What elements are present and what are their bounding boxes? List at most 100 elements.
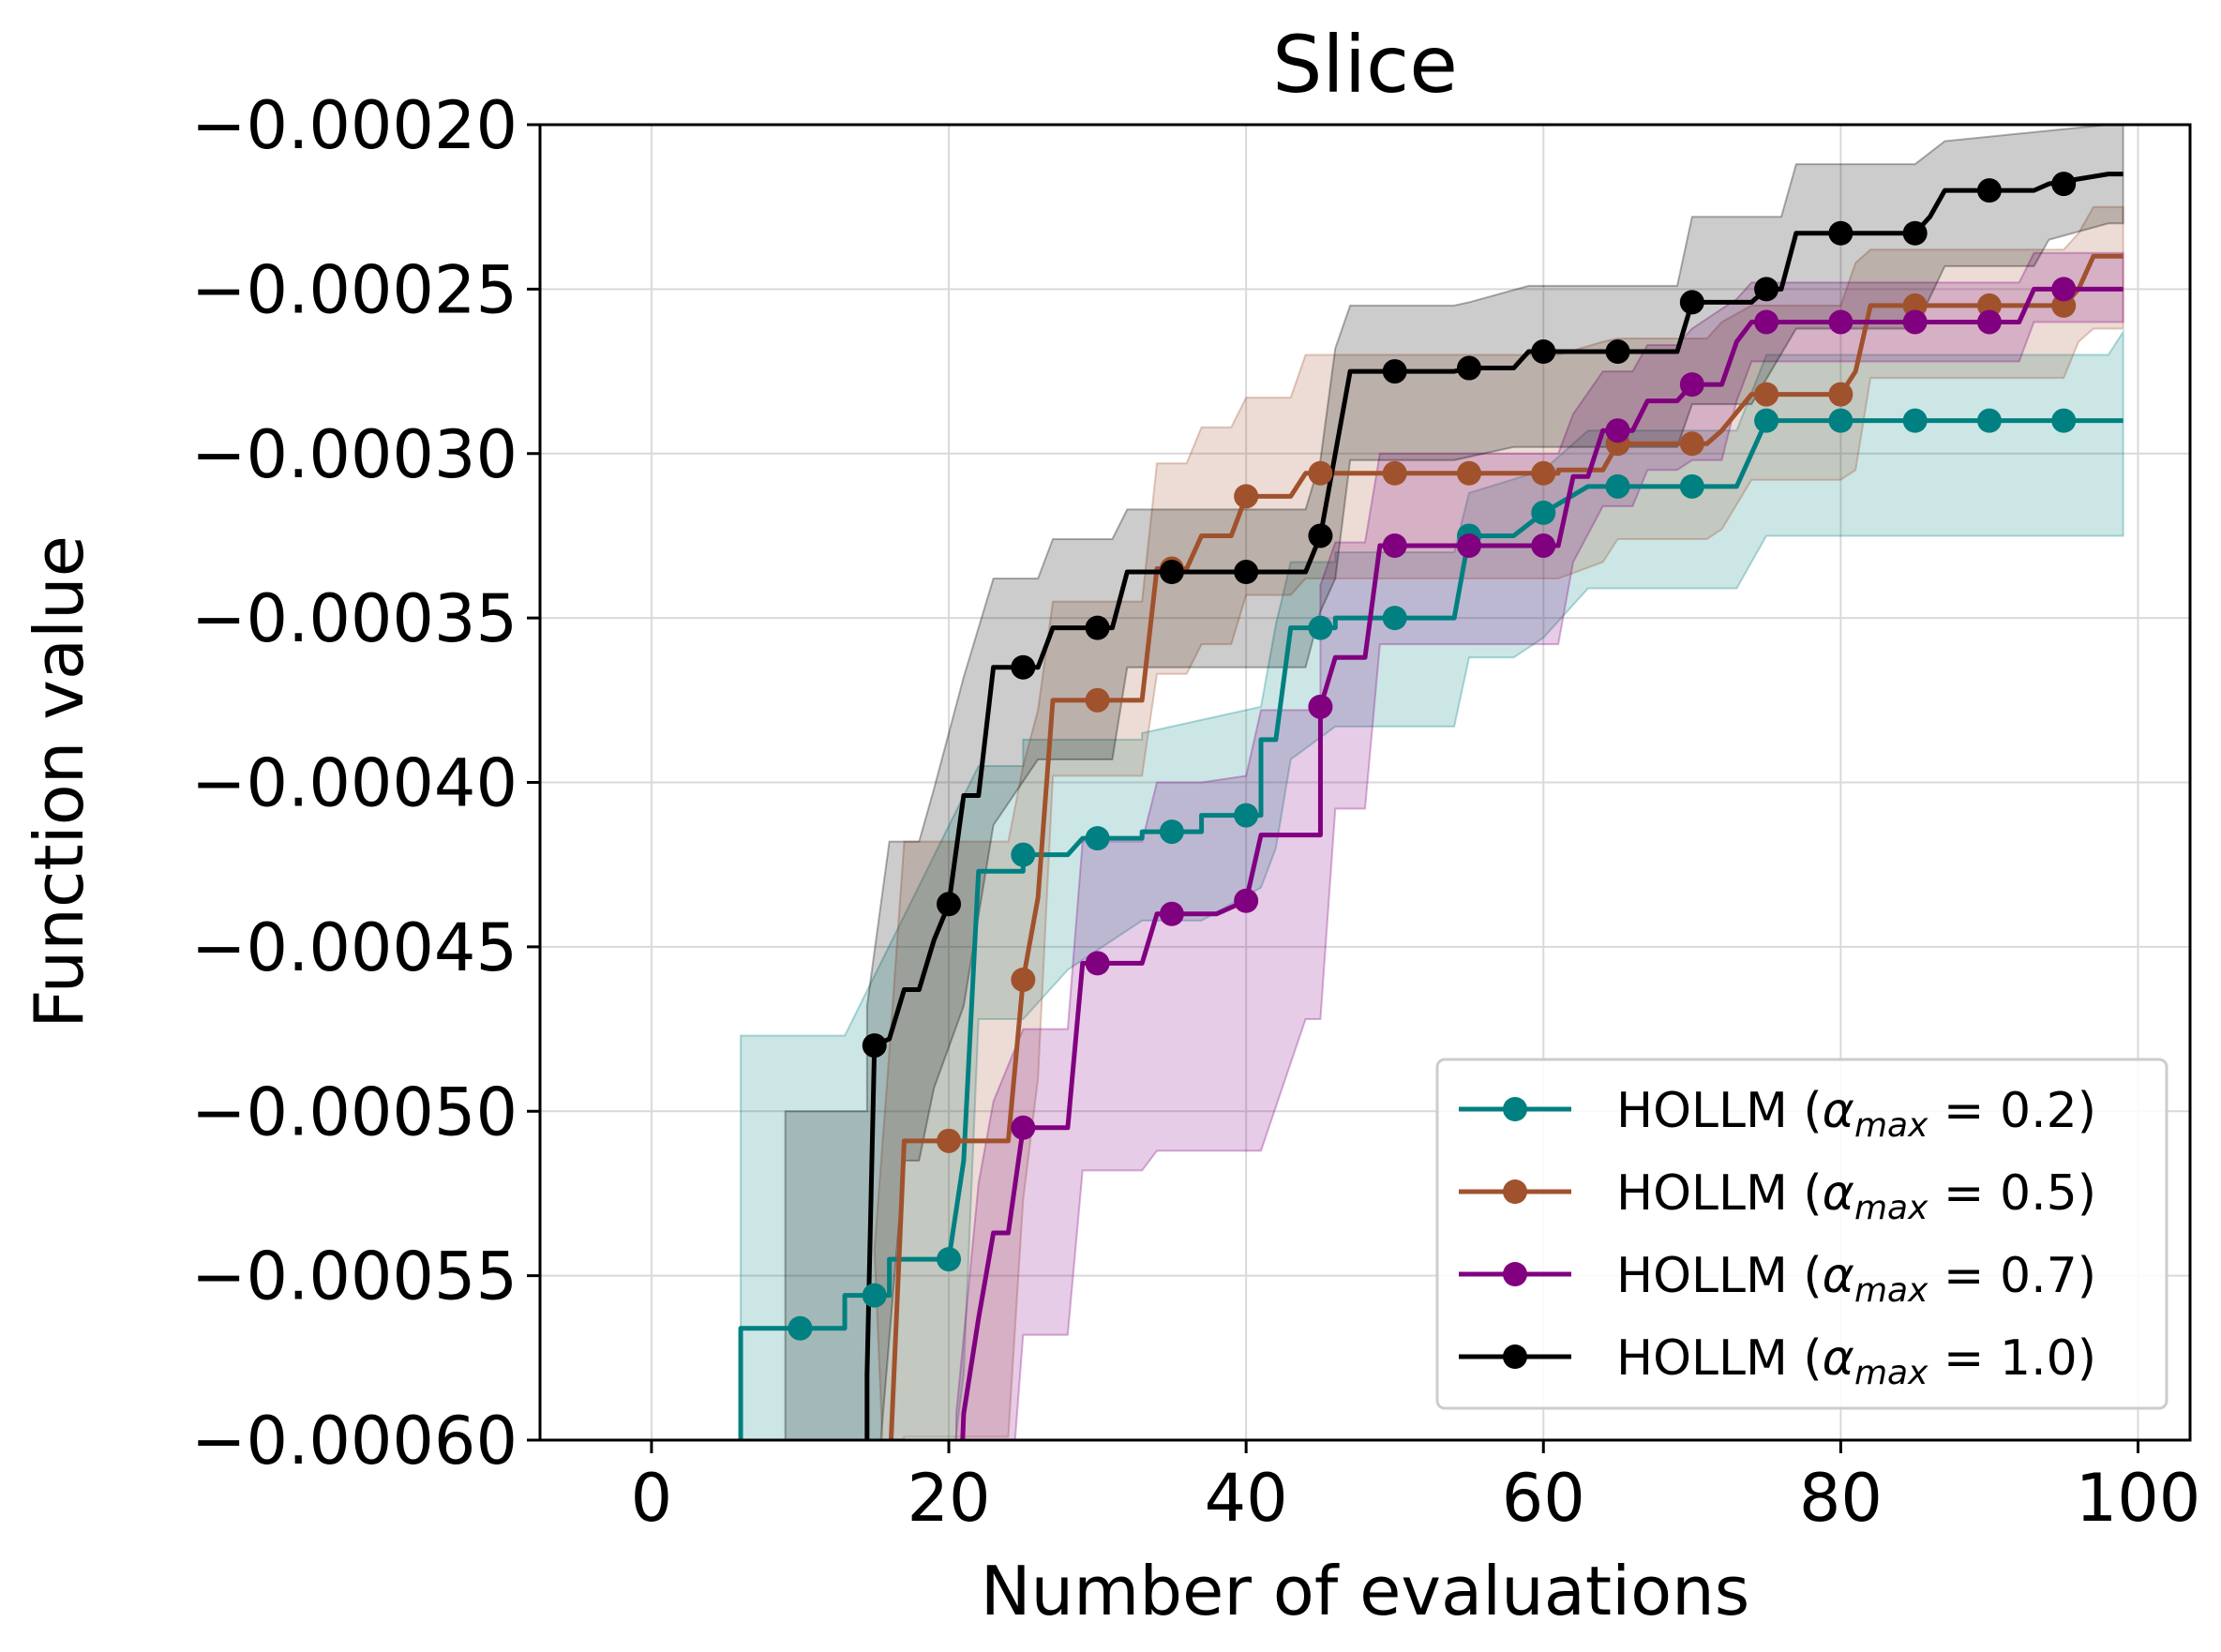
data-point [1679, 431, 1704, 457]
y-axis-ticks: −0.00060 −0.00055 −0.00050 −0.00045 −0.00040… [191, 87, 540, 1479]
x-tick-label: 100 [2076, 1460, 2201, 1537]
data-point [937, 1247, 962, 1272]
y-axis-label: Function value [20, 535, 98, 1029]
data-point [1308, 615, 1333, 640]
series-markers [788, 172, 2077, 1341]
x-axis-ticks: 0 20 40 60 80 100 [631, 1440, 2201, 1537]
data-point [1085, 615, 1110, 640]
data-point [1679, 372, 1704, 398]
data-point [1011, 842, 1036, 867]
y-tick-label: −0.00020 [191, 87, 518, 164]
data-point [1011, 654, 1036, 680]
legend: HOLLM (αmax = 0.2) HOLLM (αmax = 0.5) HOLL… [1435, 1058, 2168, 1410]
series-line [738, 418, 2123, 1440]
data-point [1976, 408, 2002, 433]
grid [540, 124, 2190, 1441]
x-tick-label: 20 [907, 1460, 990, 1537]
data-point [1902, 220, 1928, 246]
data-point [1085, 951, 1110, 976]
data-point [1605, 339, 1630, 365]
data-point [1828, 220, 1853, 246]
data-point [1308, 523, 1333, 548]
legend-label: HOLLM (αmax = 0.7) [1616, 1248, 2096, 1310]
data-point [1828, 382, 1853, 407]
data-point [1902, 309, 1928, 335]
x-tick-label: 60 [1502, 1460, 1585, 1537]
data-point [1605, 473, 1630, 499]
data-point [1308, 694, 1333, 719]
confidence-band [954, 251, 2124, 1440]
data-point [1679, 290, 1704, 315]
y-tick-label: −0.00055 [191, 1239, 518, 1315]
y-tick-label: −0.00035 [191, 580, 518, 657]
data-point [1531, 500, 1556, 525]
legend-swatch-marker [1503, 1262, 1527, 1286]
data-point [1382, 460, 1407, 486]
data-point [937, 1128, 962, 1153]
data-point [1754, 277, 1779, 302]
data-point [1234, 484, 1259, 509]
data-point [1085, 826, 1110, 851]
data-point [1011, 1115, 1036, 1140]
data-point [1828, 309, 1853, 335]
data-point [1085, 687, 1110, 713]
data-point [1234, 560, 1259, 585]
confidence-band [740, 328, 2124, 1440]
data-point [788, 1315, 813, 1341]
data-point [1234, 888, 1259, 913]
data-point [1456, 460, 1481, 486]
data-point [1159, 901, 1184, 926]
data-point [2051, 408, 2077, 433]
data-point [1531, 339, 1556, 365]
legend-swatch-marker [1503, 1097, 1527, 1121]
data-point [2051, 172, 2077, 197]
legend-label: HOLLM (αmax = 1.0) [1616, 1330, 2096, 1392]
x-axis-label: Number of evaluations [981, 1552, 1750, 1630]
data-point [1456, 533, 1481, 558]
data-point [1605, 418, 1630, 443]
data-point [1976, 178, 2002, 203]
data-point [2051, 277, 2077, 302]
data-point [1754, 408, 1779, 433]
data-point [1531, 460, 1556, 486]
confidence-band [873, 205, 2124, 1440]
data-point [1011, 967, 1036, 992]
legend-swatch-marker [1503, 1344, 1527, 1369]
data-point [1234, 803, 1259, 828]
y-tick-label: −0.00060 [191, 1403, 518, 1479]
data-point [1828, 408, 1853, 433]
y-tick-label: −0.00050 [191, 1074, 518, 1150]
data-point [1754, 382, 1779, 407]
y-tick-label: −0.00025 [191, 251, 518, 328]
data-point [1382, 606, 1407, 631]
data-point [1531, 533, 1556, 558]
x-tick-label: 80 [1799, 1460, 1883, 1537]
data-point [1308, 460, 1333, 486]
data-point [1976, 309, 2002, 335]
data-point [1382, 533, 1407, 558]
legend-box [1435, 1058, 2168, 1410]
data-point [1456, 355, 1481, 381]
data-point [1679, 473, 1704, 499]
data-point [1159, 819, 1184, 845]
data-point [937, 892, 962, 917]
chart-title: Slice [1272, 19, 1458, 111]
confidence-bands [740, 125, 2124, 1440]
data-point [862, 1033, 887, 1059]
data-point [862, 1283, 887, 1308]
x-tick-label: 40 [1205, 1460, 1288, 1537]
data-point [1754, 309, 1779, 335]
y-tick-label: −0.00030 [191, 416, 518, 493]
data-point [1382, 359, 1407, 384]
confidence-band [784, 125, 2124, 1440]
x-tick-label: 0 [631, 1460, 673, 1537]
data-point [1902, 408, 1928, 433]
series-line [888, 253, 2123, 1440]
data-point [1159, 560, 1184, 585]
y-tick-label: −0.00045 [191, 909, 518, 986]
legend-label: HOLLM (αmax = 0.2) [1616, 1083, 2096, 1145]
y-tick-label: −0.00040 [191, 745, 518, 822]
legend-label: HOLLM (αmax = 0.5) [1616, 1165, 2096, 1227]
legend-swatch-marker [1503, 1179, 1527, 1204]
